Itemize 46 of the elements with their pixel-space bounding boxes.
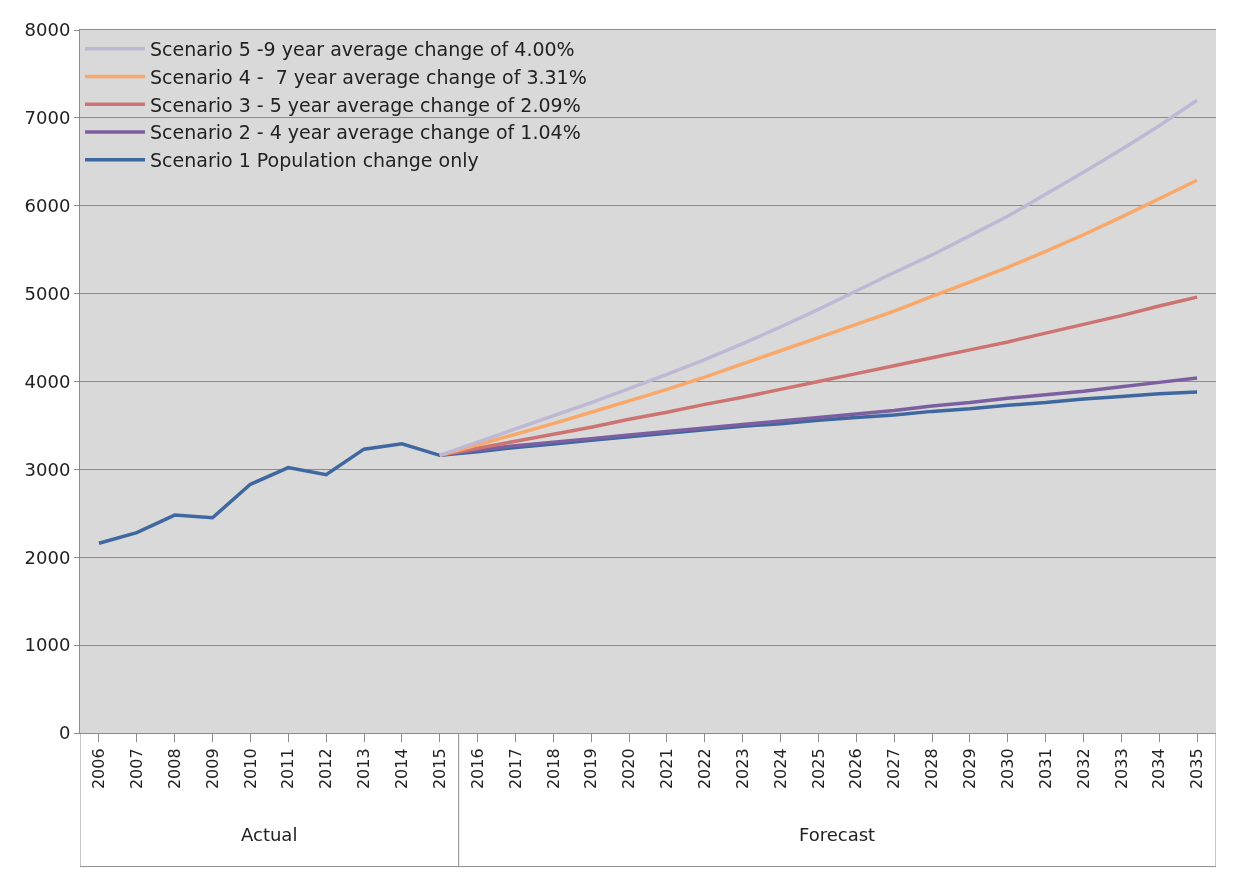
legend-label: Scenario 1 Population change only xyxy=(150,149,479,172)
x-tick-label: 2015 xyxy=(429,748,449,790)
x-tick-label: 2029 xyxy=(960,748,980,790)
x-tick-label: 2032 xyxy=(1073,748,1093,790)
x-tick-label: 2027 xyxy=(884,748,904,790)
x-tick-label: 2016 xyxy=(467,748,487,790)
legend-label: Scenario 2 - 4 year average change of 1.04% xyxy=(150,121,581,144)
y-tick-label: 6000 xyxy=(24,195,71,217)
x-tick-label: 2009 xyxy=(202,748,222,790)
x-tick-label: 2035 xyxy=(1187,748,1207,790)
x-tick-label: 2019 xyxy=(581,748,601,790)
x-tick-label: 2006 xyxy=(89,748,109,790)
y-tick-label: 8000 xyxy=(24,19,71,41)
x-tick-label: 2017 xyxy=(505,748,525,790)
y-tick-label: 2000 xyxy=(24,546,71,568)
legend-label: Scenario 3 - 5 year average change of 2.09% xyxy=(150,93,581,116)
legend-label: Scenario 5 -9 year average change of 4.00% xyxy=(150,38,575,61)
x-tick-label: 2025 xyxy=(808,748,828,790)
y-tick-label: 3000 xyxy=(24,458,71,480)
x-tick-label: 2020 xyxy=(619,748,639,790)
x-tick-label: 2034 xyxy=(1149,748,1169,790)
x-tick-label: 2030 xyxy=(997,748,1017,790)
x-tick-label: 2031 xyxy=(1035,748,1055,790)
y-tick-label: 7000 xyxy=(24,107,71,129)
x-tick-label: 2022 xyxy=(695,748,714,790)
text: Forecast xyxy=(799,824,876,845)
y-tick-label: 5000 xyxy=(24,282,71,304)
legend-label: Scenario 4 - 7 year average change of 3.31% xyxy=(150,65,587,88)
x-tick-label: 2024 xyxy=(770,748,790,790)
x-tick-label: 2033 xyxy=(1111,748,1131,790)
x-tick-label: 2013 xyxy=(354,748,374,790)
text: Actual xyxy=(241,824,298,845)
x-tick-label: 2023 xyxy=(732,748,752,790)
y-tick-label: 1000 xyxy=(24,634,71,656)
x-tick-label: 2021 xyxy=(657,748,677,790)
y-tick-label: 0 xyxy=(58,722,71,744)
x-tick-label: 2028 xyxy=(922,748,942,790)
x-tick-label: 2007 xyxy=(127,748,146,790)
x-tick-label: 2010 xyxy=(240,748,260,790)
y-tick-label: 4000 xyxy=(24,370,71,392)
x-tick-label: 2011 xyxy=(278,748,298,790)
x-tick-label: 2026 xyxy=(846,748,866,790)
x-tick-label: 2012 xyxy=(316,748,336,790)
x-tick-label: 2014 xyxy=(392,748,412,790)
x-tick-label: 2018 xyxy=(543,748,563,790)
x-tick-label: 2008 xyxy=(164,748,184,790)
